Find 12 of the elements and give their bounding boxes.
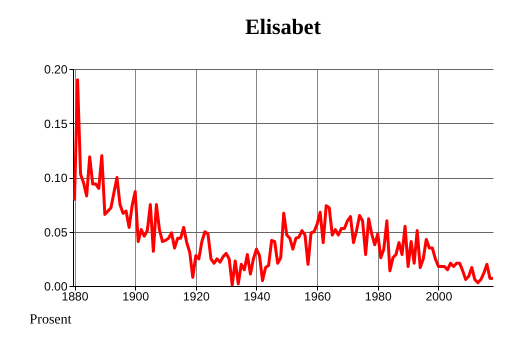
x-tick-label: 1960 (304, 290, 332, 304)
x-tick-label: 2000 (426, 290, 453, 304)
y-axis-title: Prosent (30, 312, 72, 328)
y-tick-label: 0.10 (44, 171, 68, 185)
y-tick-label: 0.15 (44, 116, 68, 131)
y-tick-label: 0.20 (44, 62, 68, 76)
x-tick-label: 1980 (364, 290, 392, 304)
x-tick-label: 1920 (182, 290, 210, 304)
chart-title: Elisabet (245, 14, 322, 39)
x-tick-label: 1900 (122, 290, 150, 304)
y-tick-label: 0.05 (44, 225, 68, 240)
x-tick-label: 1940 (244, 290, 271, 304)
